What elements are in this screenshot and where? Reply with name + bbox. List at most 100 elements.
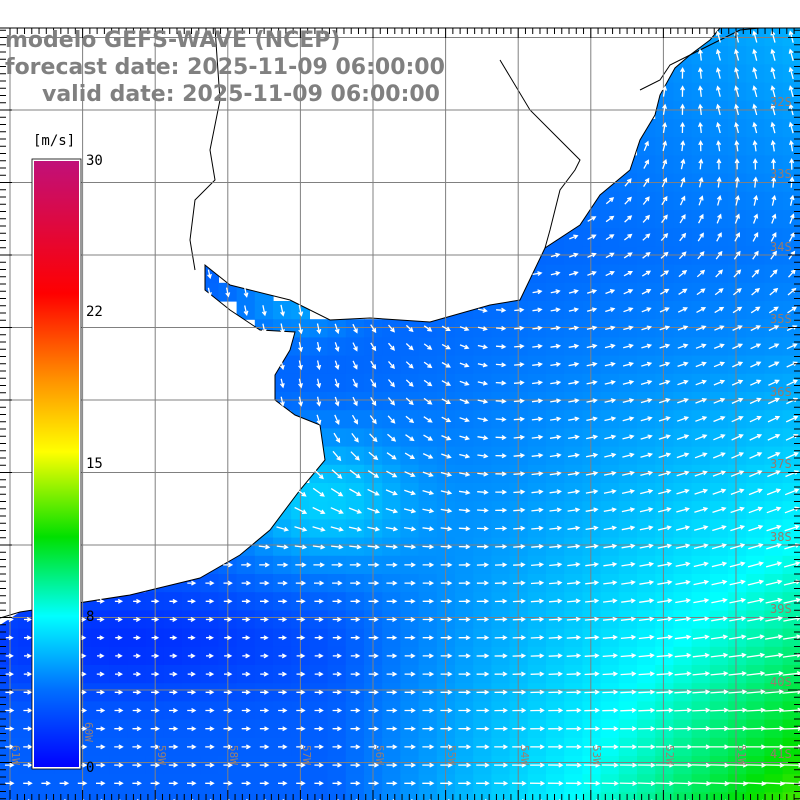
- wind-arrow: [314, 726, 324, 732]
- wind-arrow: [550, 398, 562, 404]
- wind-arrow: [698, 213, 704, 224]
- wind-arrow: [440, 671, 453, 677]
- wind-arrow: [656, 726, 674, 732]
- wind-arrow: [169, 653, 178, 659]
- wind-arrow: [279, 378, 285, 389]
- wind-arrow: [477, 544, 489, 550]
- wind-arrow: [692, 634, 710, 640]
- wind-arrow: [259, 762, 270, 768]
- wind-arrow: [785, 452, 799, 459]
- graticule: [0, 28, 800, 800]
- wind-arrow: [223, 744, 233, 750]
- wind-arrow: [316, 323, 322, 335]
- wind-arrow: [769, 269, 778, 278]
- wind-arrow: [747, 597, 765, 604]
- wind-arrow: [477, 362, 489, 368]
- wind-arrow: [657, 525, 672, 531]
- wind-arrow: [352, 360, 358, 370]
- wind-arrow: [770, 85, 776, 98]
- wind-arrow: [638, 616, 655, 622]
- wind-arrow: [662, 158, 668, 170]
- wind-arrow: [637, 762, 656, 768]
- wind-arrow: [789, 194, 795, 206]
- wind-arrow: [695, 325, 707, 331]
- wind-arrow: [764, 652, 784, 658]
- wind-arrow: [768, 306, 779, 314]
- wind-arrow: [752, 30, 758, 43]
- wind-arrow: [512, 580, 526, 586]
- wind-arrow: [675, 616, 692, 622]
- wind-arrow: [476, 526, 489, 532]
- wind-arrow: [715, 48, 721, 61]
- wind-arrow: [642, 233, 651, 241]
- wind-arrow: [752, 85, 758, 98]
- wind-arrow: [404, 562, 416, 568]
- wind-arrow: [765, 597, 783, 604]
- wind-arrow: [624, 196, 632, 205]
- wind-arrow: [784, 524, 800, 532]
- wind-arrow: [565, 780, 583, 786]
- wind-arrow: [458, 580, 471, 586]
- lon-label: 51W: [735, 745, 748, 765]
- wind-arrow: [530, 744, 545, 750]
- wind-arrow: [115, 635, 123, 641]
- wind-arrow: [512, 635, 527, 641]
- wind-arrow: [531, 544, 544, 549]
- wind-arrow: [694, 452, 708, 459]
- wind-arrow: [278, 617, 288, 622]
- frame-ticks: [0, 28, 800, 800]
- wind-arrow: [692, 689, 711, 695]
- wind-arrow: [332, 598, 343, 604]
- wind-arrow: [132, 708, 142, 713]
- wind-arrow: [530, 689, 545, 695]
- wind-arrow: [602, 671, 619, 677]
- wind-arrow: [750, 306, 761, 314]
- wind-arrow: [349, 562, 362, 568]
- wind-arrow: [586, 325, 598, 331]
- wind-arrow: [296, 653, 306, 659]
- wind-arrow: [751, 287, 761, 296]
- wind-arrow: [753, 194, 759, 206]
- wind-arrow: [206, 635, 214, 641]
- wind-arrow: [659, 379, 671, 386]
- wind-arrow: [709, 781, 730, 787]
- wind-arrow: [97, 653, 105, 659]
- wind-arrow: [241, 708, 251, 713]
- wind-arrow: [440, 562, 453, 568]
- wind-arrow: [696, 288, 706, 296]
- wind-arrow: [550, 380, 562, 386]
- wind-arrow: [334, 323, 340, 335]
- wind-arrow: [241, 780, 252, 786]
- wind-arrow: [679, 195, 686, 206]
- speed-cell: [491, 792, 511, 800]
- wind-arrow: [640, 452, 654, 458]
- wind-arrow: [771, 194, 777, 206]
- wind-arrow: [752, 66, 758, 79]
- wind-arrow: [441, 325, 451, 332]
- wind-arrow: [729, 616, 747, 622]
- wind-arrow: [458, 489, 471, 495]
- wind-arrow: [223, 598, 233, 604]
- speed-cell: [509, 792, 529, 800]
- wind-arrow: [5, 780, 15, 786]
- wind-arrow: [530, 707, 545, 713]
- wind-arrow: [549, 562, 563, 568]
- wind-arrow: [441, 398, 452, 404]
- wind-arrow: [386, 744, 398, 750]
- wind-arrow: [604, 398, 617, 404]
- wind-arrow: [673, 762, 693, 768]
- wind-arrow: [698, 158, 704, 170]
- wind-arrow: [770, 121, 776, 134]
- wind-arrow: [114, 726, 124, 732]
- wind-arrow: [350, 598, 361, 604]
- wind-arrow: [404, 689, 416, 695]
- wind-arrow: [242, 671, 251, 677]
- wind-arrow: [638, 726, 656, 732]
- wind-arrow: [752, 139, 758, 152]
- wind-arrow: [568, 416, 580, 422]
- wind-arrow: [495, 471, 507, 477]
- wind-arrow: [658, 470, 672, 477]
- lat-label: 38S: [770, 530, 792, 544]
- wind-arrow: [749, 397, 762, 405]
